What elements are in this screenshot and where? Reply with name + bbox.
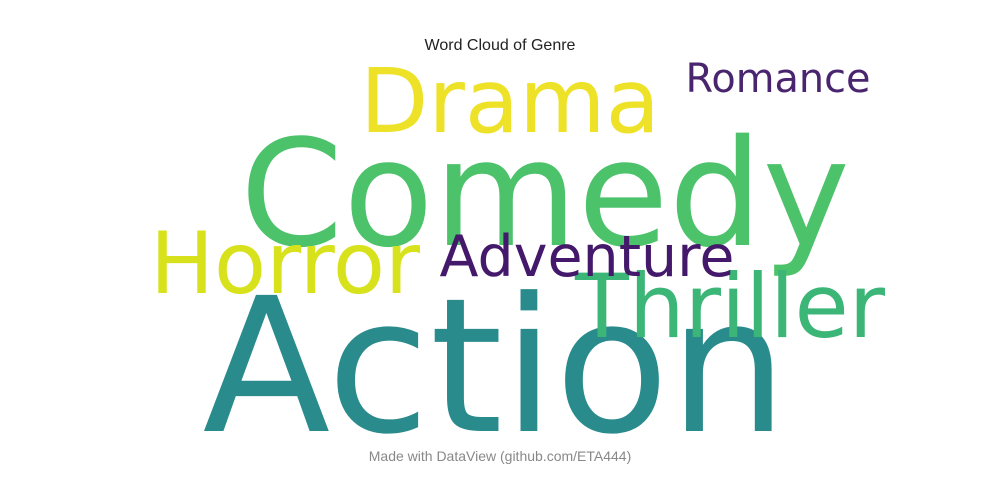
- word-action: Action: [202, 258, 788, 476]
- word-drama: Drama: [360, 49, 660, 153]
- word-comedy: Comedy: [240, 108, 850, 281]
- word-horror: Horror: [150, 215, 420, 315]
- word-romance: Romance: [685, 56, 871, 103]
- word-adventure: Adventure: [439, 224, 735, 291]
- word-thriller: Thriller: [575, 254, 885, 358]
- footer-credit: Made with DataView (github.com/ETA444): [368, 448, 632, 464]
- chart-title: Word Cloud of Genre: [424, 37, 576, 54]
